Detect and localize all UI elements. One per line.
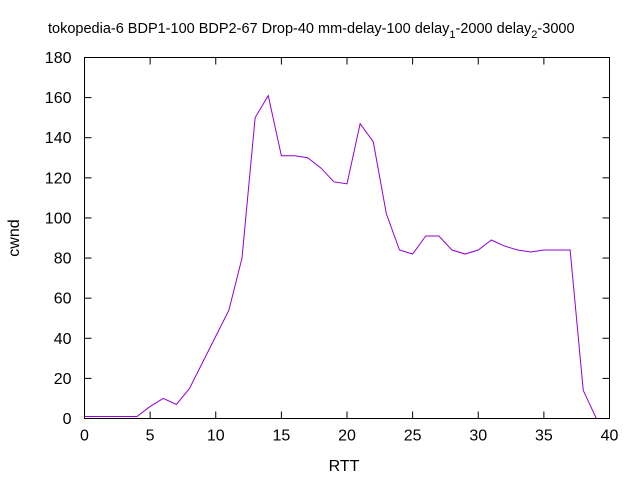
x-tick-label: 40 — [601, 428, 619, 445]
y-tick-label: 0 — [63, 411, 72, 428]
y-tick-label: 140 — [45, 130, 72, 147]
x-tick-label: 15 — [272, 428, 290, 445]
chart-title: tokopedia-6 BDP1-100 BDP2-67 Drop-40 mm-… — [48, 21, 575, 41]
y-tick-label: 20 — [54, 371, 72, 388]
x-tick-label: 5 — [146, 428, 155, 445]
cwnd-series-line — [84, 94, 597, 419]
x-tick-label: 0 — [80, 428, 89, 445]
y-tick-label: 160 — [45, 90, 72, 107]
x-tick-label: 35 — [535, 428, 553, 445]
y-tick-label: 60 — [54, 291, 72, 308]
x-tick-label: 20 — [338, 428, 356, 445]
y-axis-label: cwnd — [6, 219, 23, 256]
y-tick-label: 100 — [45, 210, 72, 227]
chart-title-sub-2: 2 — [531, 29, 537, 41]
y-tick-label: 40 — [54, 331, 72, 348]
chart-title-main: tokopedia-6 BDP1-100 BDP2-67 Drop-40 mm-… — [48, 21, 450, 37]
x-axis: 0 5 10 15 20 25 30 35 40 — [80, 57, 619, 445]
plot-frame — [84, 57, 610, 419]
x-tick-label: 30 — [469, 428, 487, 445]
x-axis-label: RTT — [329, 458, 360, 475]
series-layer — [84, 94, 597, 419]
y-tick-label: 180 — [45, 50, 72, 67]
chart-title-sub-1: 1 — [449, 29, 455, 41]
y-tick-label: 120 — [45, 170, 72, 187]
x-tick-label: 25 — [404, 428, 422, 445]
y-tick-label: 80 — [54, 251, 72, 268]
chart-title-part-1: -2000 delay — [456, 21, 533, 37]
y-axis: 0 20 40 60 80 100 120 140 160 180 — [45, 50, 610, 428]
chart-title-part-2: -3000 — [537, 21, 574, 37]
x-tick-label: 10 — [207, 428, 225, 445]
